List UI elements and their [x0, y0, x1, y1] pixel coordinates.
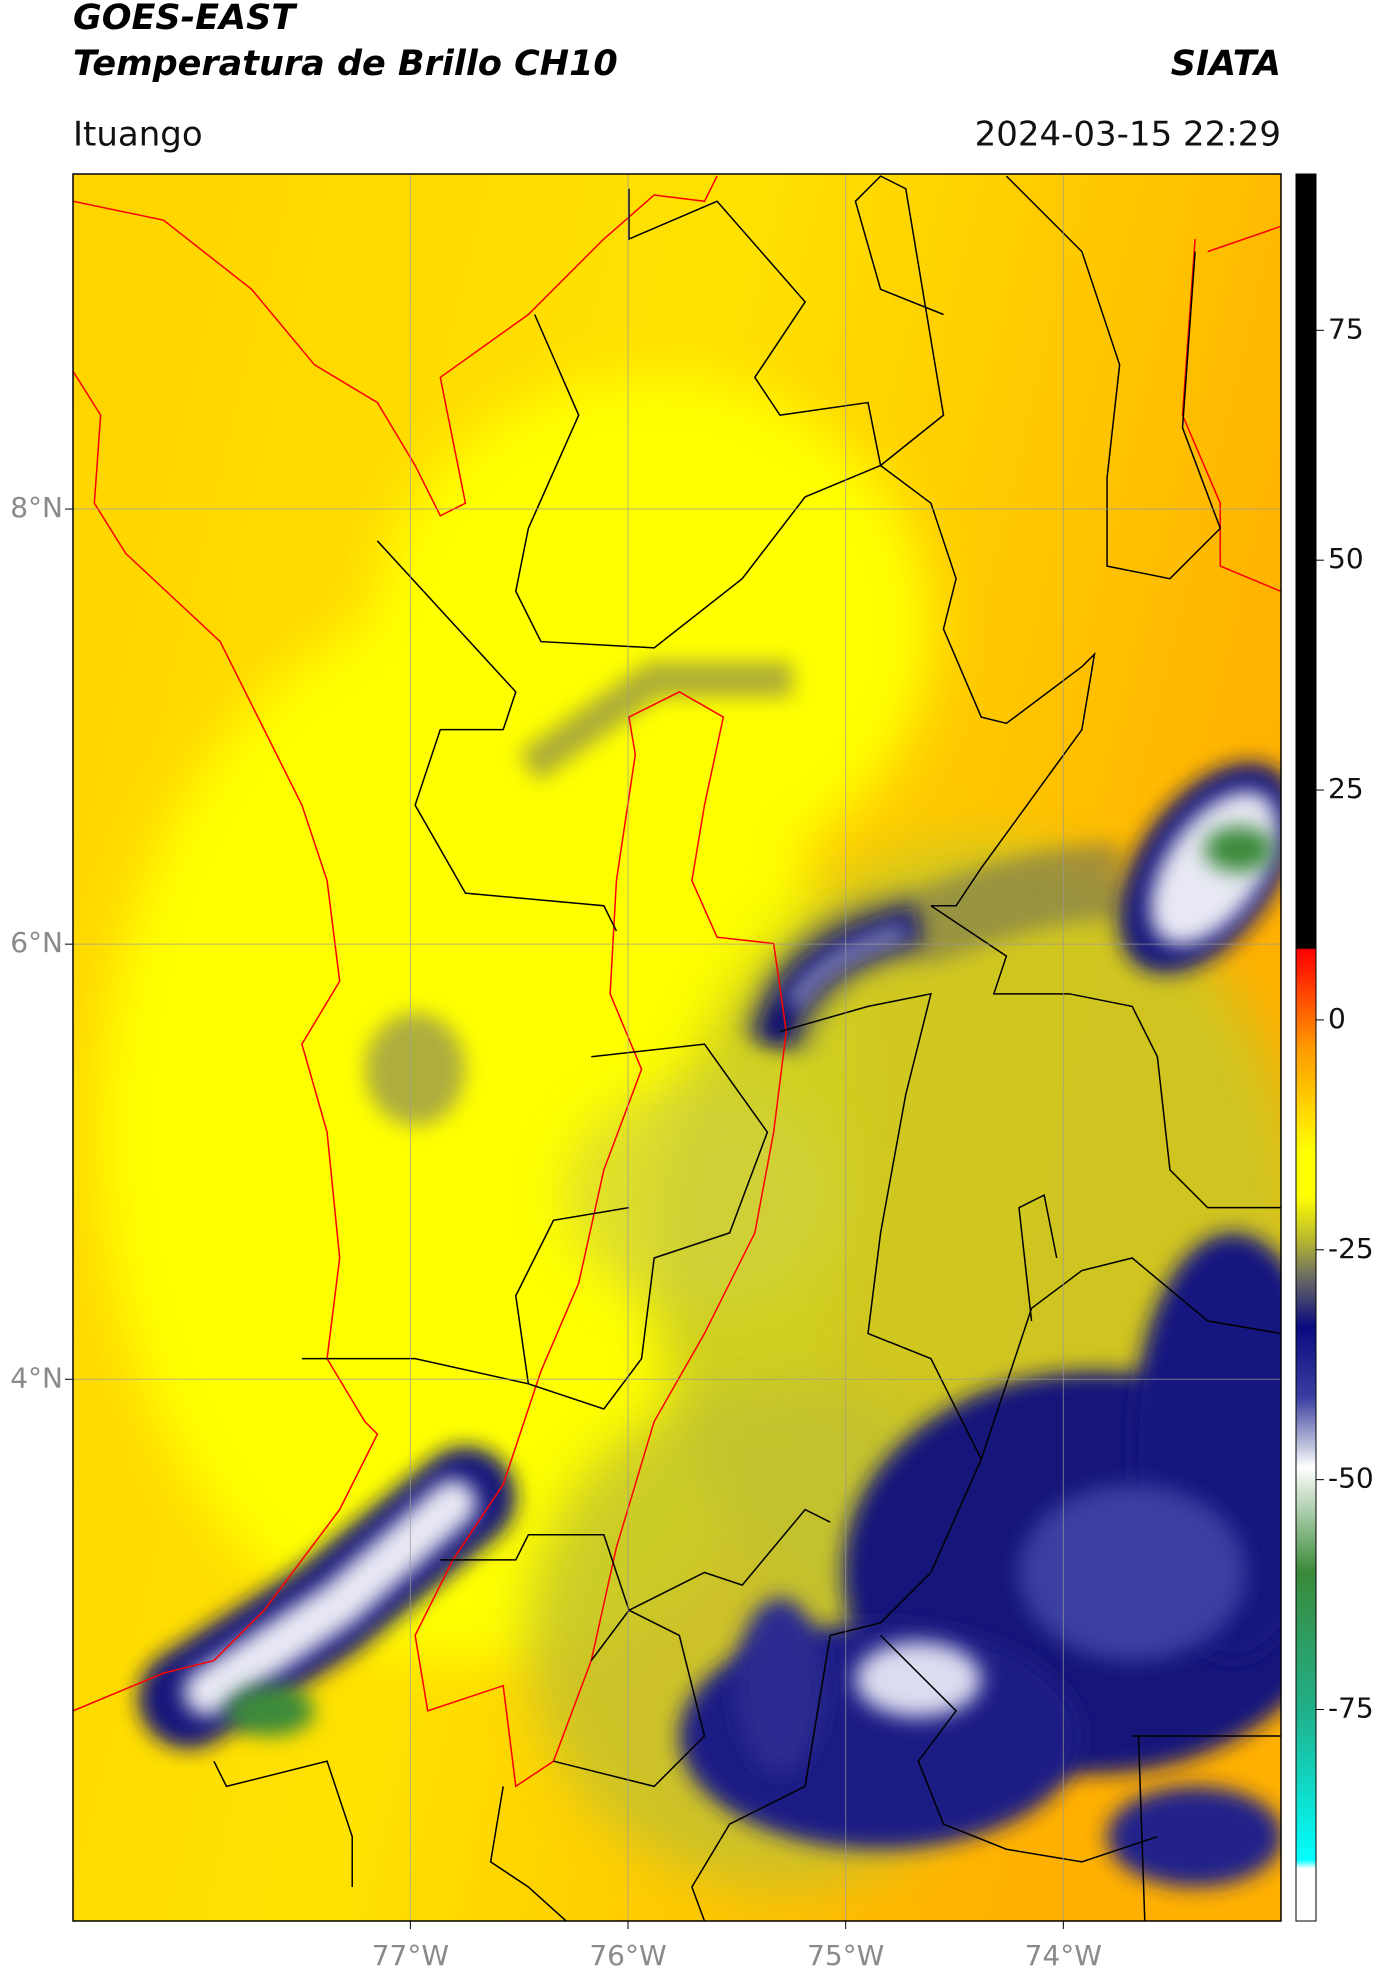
colorbar-tick-label: 25: [1328, 772, 1364, 805]
map-frame: [72, 173, 1282, 1922]
subtitle: Temperatura de Brillo CH10: [73, 44, 618, 84]
location: Ituango: [73, 115, 203, 155]
source: SIATA: [1171, 44, 1281, 84]
x-tick-label: 74°W: [1025, 1939, 1102, 1972]
colorbar-tick-label: -50: [1328, 1462, 1374, 1495]
title: GOES-EAST: [73, 0, 298, 38]
colorbar-tick-label: 50: [1328, 542, 1364, 575]
graticule: [73, 174, 1281, 1921]
y-tick-label: 8°N: [10, 491, 63, 524]
datetime: 2024-03-15 22:29: [975, 115, 1281, 155]
x-tick-label: 77°W: [372, 1939, 449, 1972]
y-tick-label: 4°N: [10, 1361, 63, 1394]
colorbar-tick-label: 0: [1328, 1002, 1346, 1035]
x-tick-label: 75°W: [807, 1939, 884, 1972]
colorbar-tick-label: -75: [1328, 1692, 1374, 1725]
x-tick-label: 76°W: [589, 1939, 666, 1972]
y-tick-label: 6°N: [10, 926, 63, 959]
colorbar-tick-label: -25: [1328, 1232, 1374, 1265]
colorbar: [1295, 173, 1317, 1922]
map-image: [73, 174, 1281, 1921]
colorbar-tick-label: 75: [1328, 312, 1364, 345]
